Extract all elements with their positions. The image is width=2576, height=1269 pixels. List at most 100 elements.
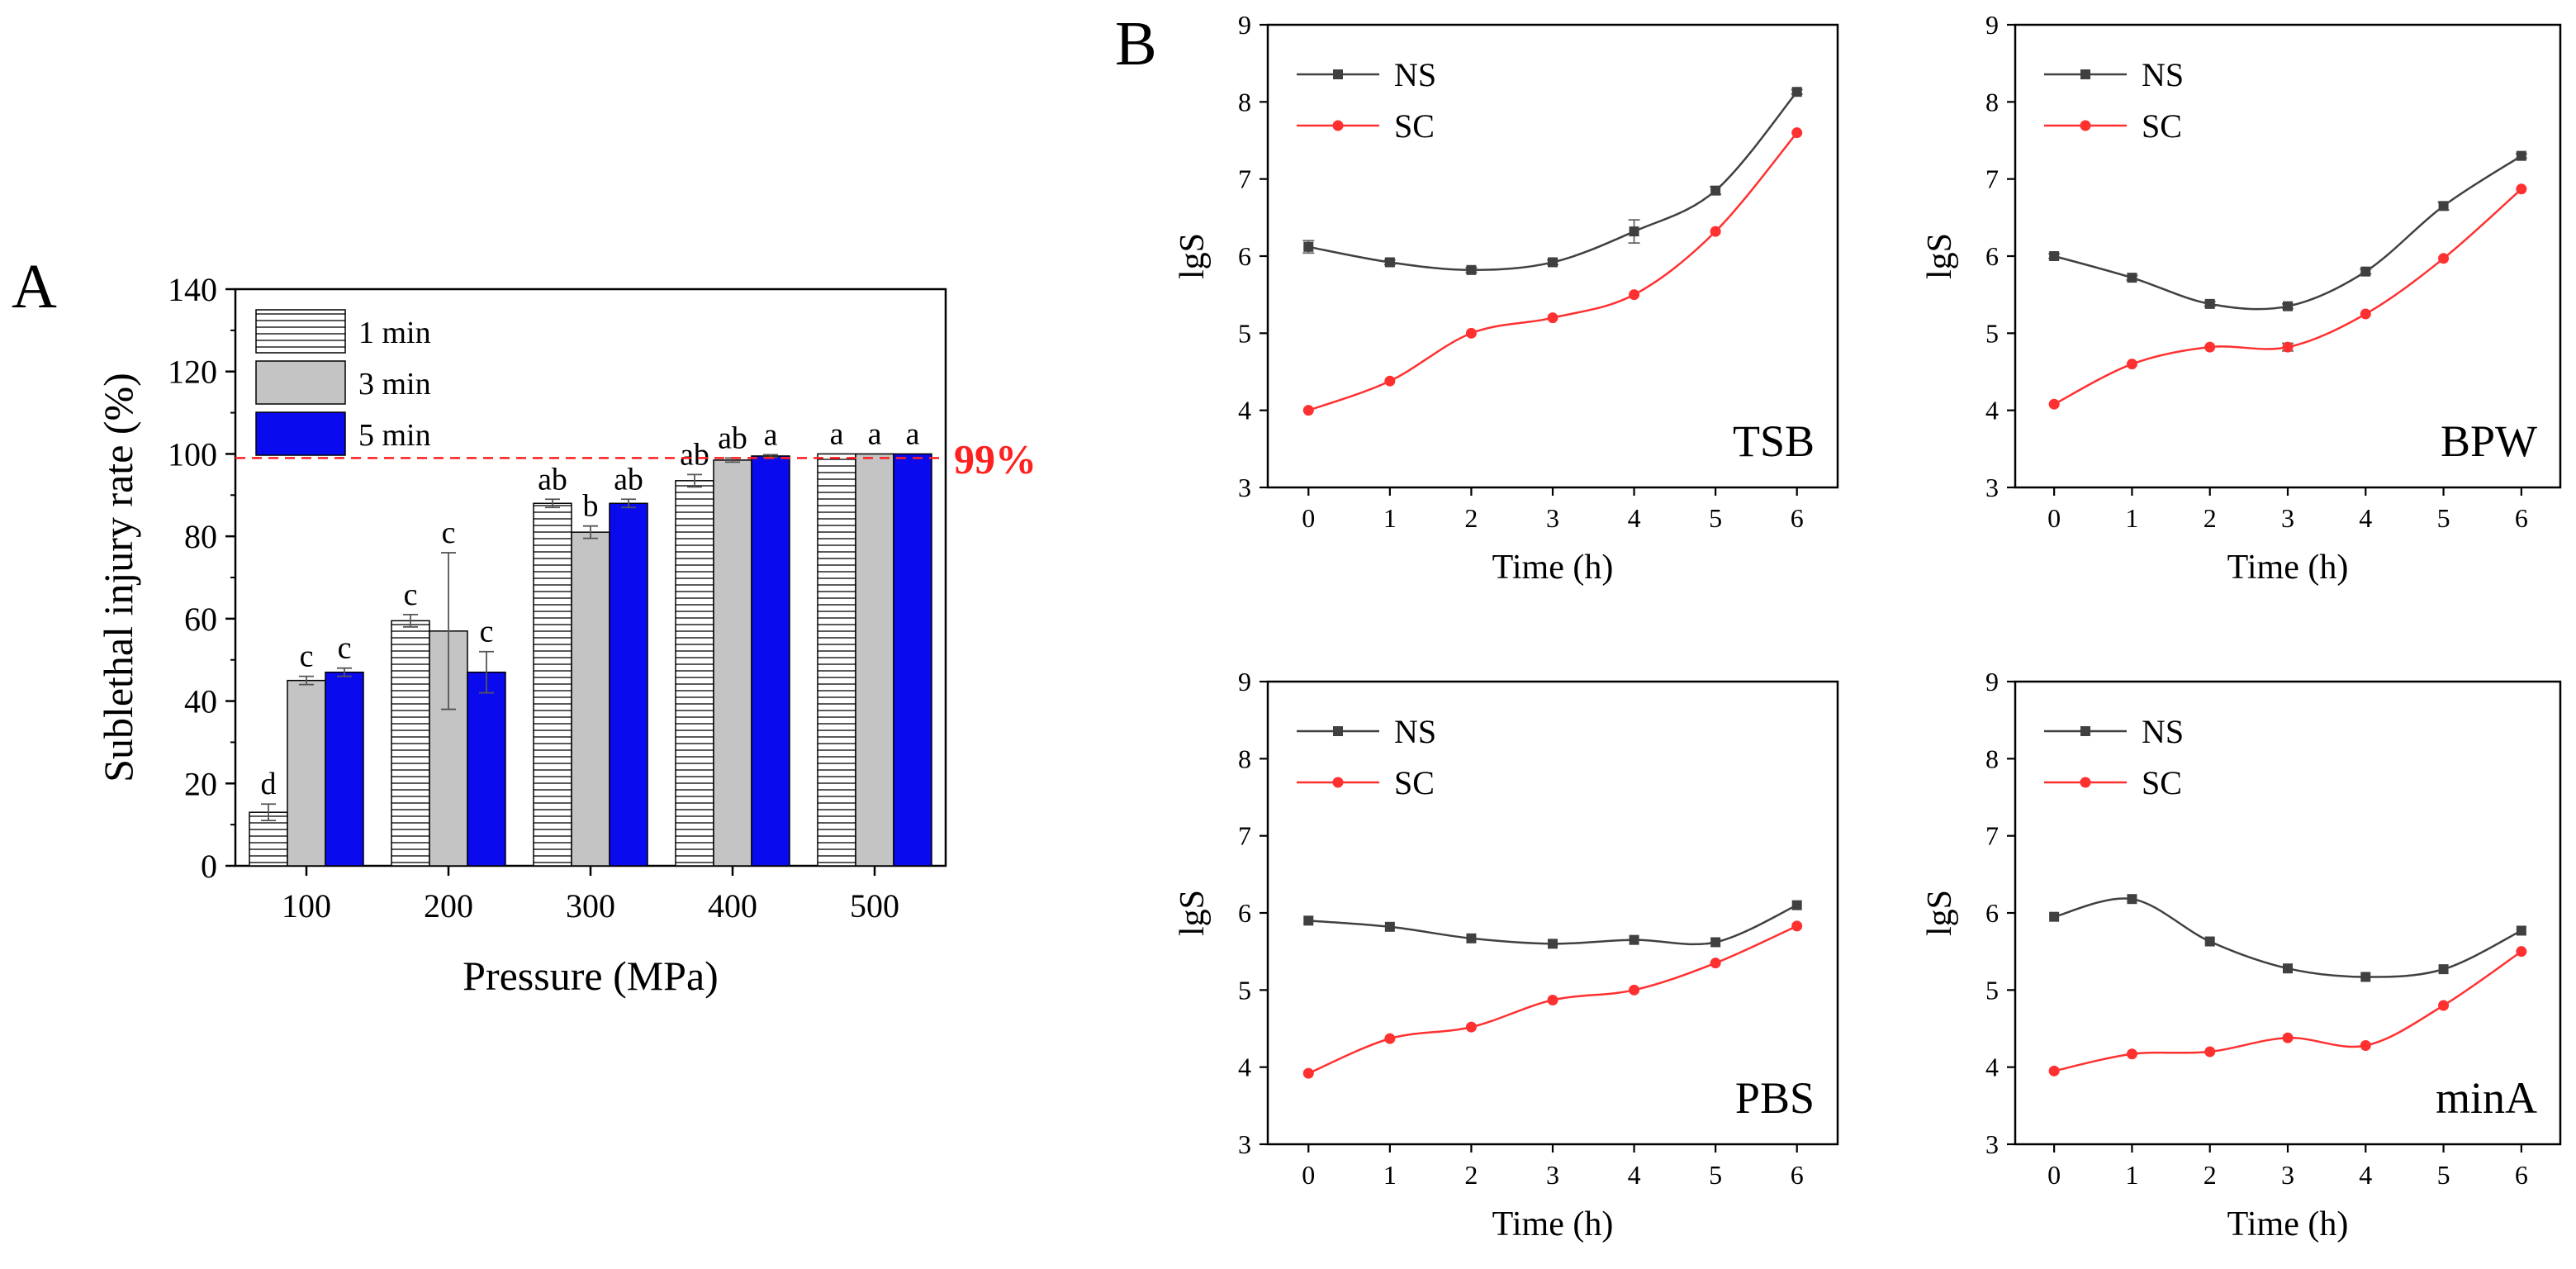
data-point-NS: [1548, 257, 1558, 268]
y-tick-label: 120: [168, 354, 217, 391]
y-tick-label: 5: [1238, 975, 1251, 1005]
y-tick-label: 6: [1238, 241, 1251, 271]
x-tick-label: 2: [1464, 1160, 1478, 1190]
data-point-NS: [2127, 273, 2137, 283]
y-tick-label: 5: [1238, 318, 1251, 348]
data-point-SC: [2516, 183, 2527, 195]
series-line-NS: [1308, 904, 1798, 946]
x-tick-label: 4: [1628, 1160, 1641, 1190]
y-tick-label: 7: [1238, 164, 1251, 194]
line-chart-minA: 3 4 5 6 7 8 9 0 1 2 3 4 5 6 NS SC minA Time (h) lgS: [1921, 667, 2562, 1243]
data-point-SC: [2204, 341, 2216, 353]
legend-label: SC: [2142, 107, 2182, 145]
data-point-NS: [2127, 894, 2137, 905]
x-tick-label: 6: [2515, 1160, 2528, 1190]
x-tick-label: 2: [2204, 503, 2217, 533]
legend-label: NS: [2142, 713, 2184, 750]
y-tick-label: 6: [1985, 241, 1999, 271]
data-point-NS: [2360, 266, 2371, 277]
x-tick-label: 1: [2125, 503, 2138, 533]
data-point-NS: [2360, 972, 2371, 982]
x-tick-label: 500: [850, 887, 899, 924]
x-tick-label: 4: [1628, 503, 1641, 533]
y-tick-label: 9: [1985, 10, 1999, 40]
series-line-NS: [1308, 91, 1798, 272]
y-tick-label: 60: [184, 601, 217, 638]
y-tick-label: 8: [1985, 744, 1999, 773]
data-point-NS: [1303, 915, 1314, 926]
bar: [571, 531, 610, 867]
panel-medium-label: minA: [2436, 1073, 2537, 1123]
legend-marker: [1332, 120, 1344, 131]
panel-b-letter: B: [1115, 9, 1157, 78]
x-tick-label: 0: [2047, 1160, 2061, 1190]
legend-marker: [1333, 69, 1343, 79]
y-tick-label: 8: [1985, 87, 1999, 116]
data-point-SC: [1629, 289, 1640, 301]
y-tick-label: 0: [201, 848, 217, 885]
legend-marker: [2080, 726, 2090, 736]
x-tick-label: 6: [2515, 503, 2528, 533]
legend-label: NS: [1394, 713, 1436, 750]
data-point-SC: [2204, 1046, 2216, 1058]
line-chart-BPW: 3 4 5 6 7 8 9 0 1 2 3 4 5 6 NS SC BPW Time (h) lgS: [1921, 10, 2562, 587]
data-point-NS: [2049, 911, 2060, 922]
data-point-NS: [1629, 226, 1639, 237]
data-point-NS: [1791, 900, 1802, 910]
legend-swatch: [255, 411, 346, 456]
data-point-SC: [2360, 1040, 2371, 1052]
data-point-SC: [2048, 1065, 2060, 1077]
line-chart-PBS: 3 4 5 6 7 8 9 0 1 2 3 4 5 6 NS SC PBS Time (h) lgS: [1174, 667, 1839, 1243]
legend-marker: [2080, 69, 2090, 79]
y-axis-title: Sublethal injury rate (%): [95, 373, 141, 782]
x-axis-title: Time (h): [1492, 549, 1614, 587]
data-point-NS: [2516, 925, 2526, 936]
data-point-SC: [1547, 312, 1558, 324]
bar: [675, 480, 714, 867]
series-line-NS: [2053, 154, 2522, 311]
y-tick-label: 140: [168, 271, 217, 308]
y-tick-label: 8: [1238, 744, 1251, 773]
data-point-SC: [1547, 994, 1558, 1005]
y-tick-label: 3: [1985, 473, 1999, 502]
data-point-SC: [2282, 1032, 2294, 1043]
data-point-SC: [1465, 1021, 1477, 1033]
y-axis-title: lgS: [1921, 233, 1959, 279]
data-point-NS: [2438, 201, 2449, 212]
bar: [391, 620, 430, 867]
data-point-SC: [1791, 127, 1803, 139]
data-point-NS: [1791, 87, 1802, 97]
bar: [249, 811, 288, 867]
x-tick-label: 3: [2281, 503, 2294, 533]
x-tick-label: 2: [2204, 1160, 2217, 1190]
legend-marker: [1332, 777, 1344, 788]
data-point-NS: [2204, 298, 2215, 309]
y-tick-label: 9: [1238, 667, 1251, 696]
significance-letter: ab: [680, 437, 709, 472]
x-axis-title: Pressure (MPa): [463, 953, 719, 999]
x-axis-title: Time (h): [2227, 1205, 2349, 1243]
data-point-SC: [2126, 359, 2137, 370]
significance-letter: c: [338, 631, 352, 666]
x-tick-label: 200: [424, 887, 473, 924]
bar: [855, 453, 894, 867]
legend-label: 1 min: [358, 316, 431, 350]
x-tick-label: 5: [2437, 503, 2450, 533]
data-point-SC: [2438, 253, 2450, 264]
x-tick-label: 4: [2359, 1160, 2372, 1190]
data-point-SC: [2438, 1000, 2450, 1011]
data-point-SC: [2516, 946, 2527, 958]
data-point-NS: [1710, 185, 1721, 196]
legend-marker: [2080, 777, 2091, 788]
bar: [533, 502, 572, 867]
data-point-NS: [1384, 921, 1395, 932]
significance-letter: c: [404, 577, 418, 612]
series-line-SC: [1307, 131, 1798, 411]
data-point-NS: [1466, 264, 1477, 275]
y-tick-label: 4: [1238, 396, 1251, 425]
data-point-NS: [2438, 964, 2449, 975]
bar: [893, 453, 932, 867]
data-point-NS: [1710, 937, 1721, 948]
y-tick-label: 3: [1238, 1129, 1251, 1159]
significance-letter: a: [830, 416, 844, 451]
